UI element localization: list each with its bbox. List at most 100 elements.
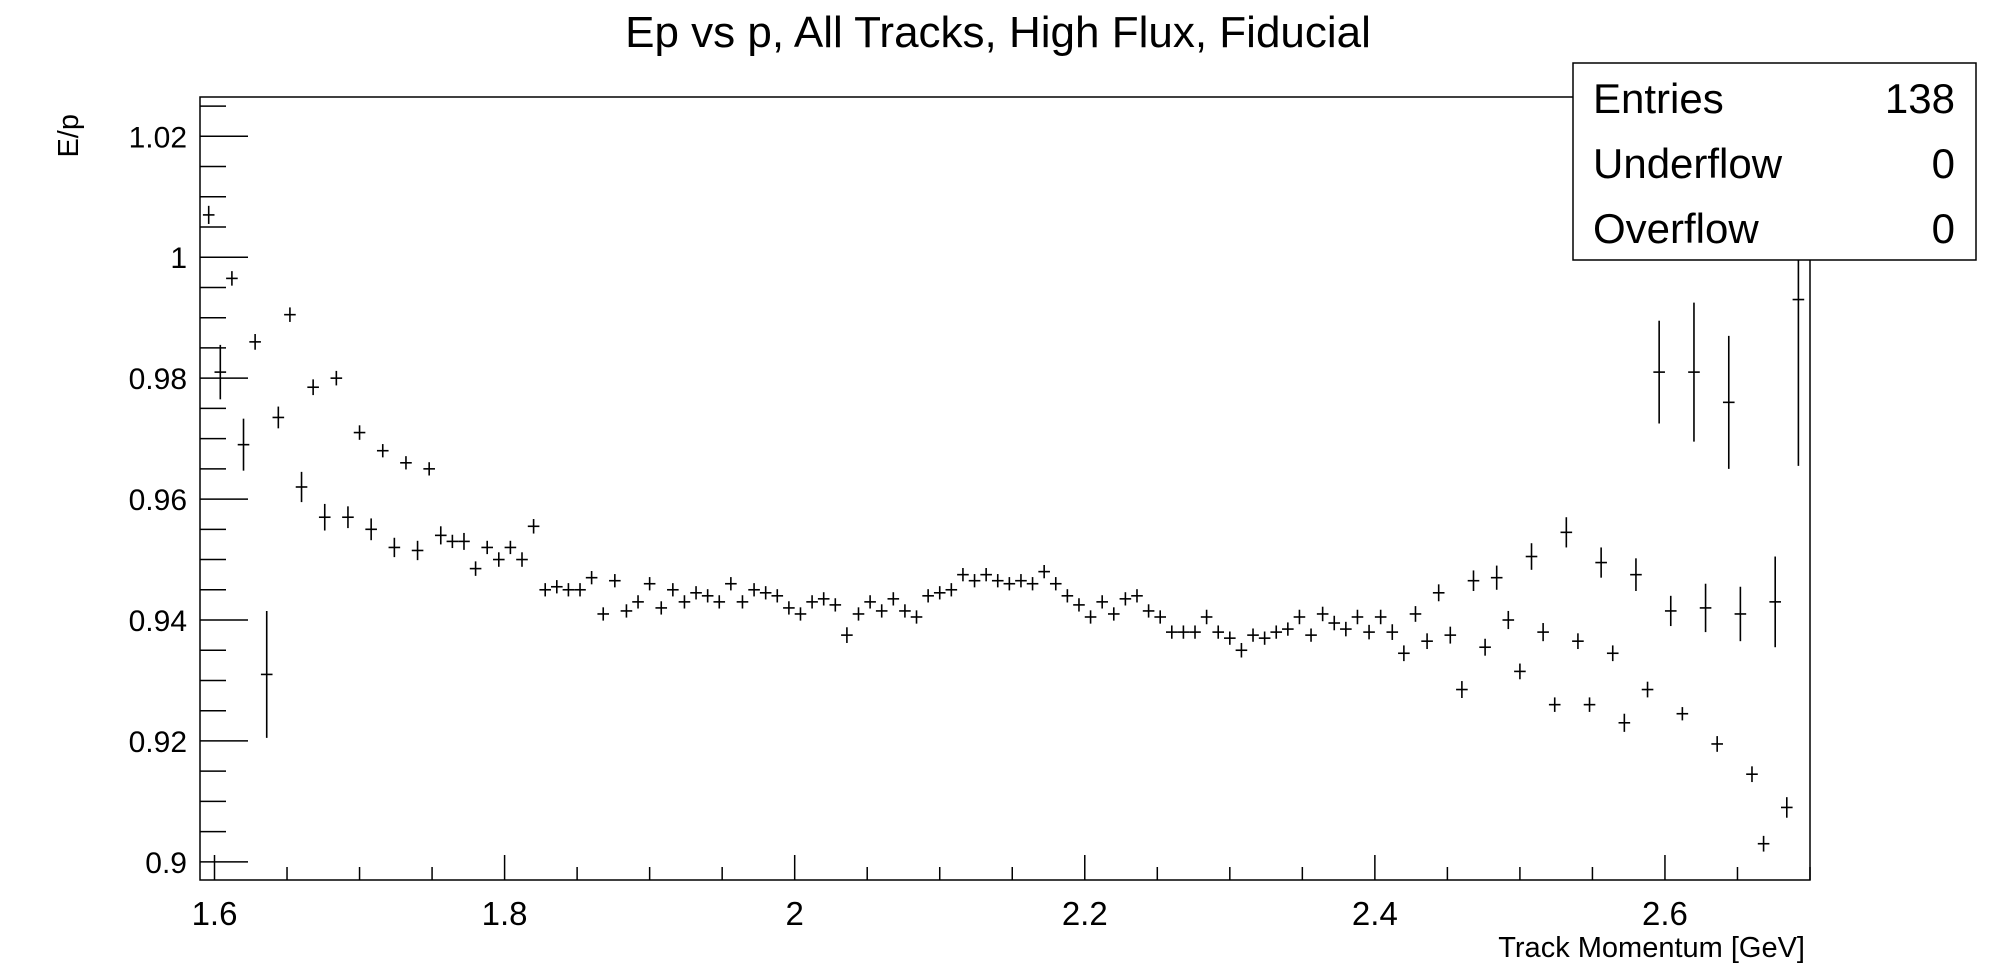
data-point bbox=[783, 601, 795, 615]
data-point bbox=[1340, 621, 1352, 637]
x-tick-label: 2.6 bbox=[1642, 895, 1688, 932]
y-axis: 0.9 0.92 0.94 0.96 0.98 1 1.02 bbox=[129, 105, 248, 880]
x-axis: 1.6 1.8 2 2.2 2.4 2.6 bbox=[192, 855, 1811, 932]
y-tick-label: 1 bbox=[170, 242, 187, 275]
data-point bbox=[864, 595, 876, 609]
data-point bbox=[1641, 681, 1654, 698]
data-point bbox=[817, 592, 830, 606]
data-point bbox=[1630, 558, 1642, 591]
data-point bbox=[1073, 598, 1085, 612]
data-point bbox=[1305, 628, 1317, 642]
stats-overflow-label: Overflow bbox=[1593, 205, 1759, 252]
x-tick-label: 2 bbox=[786, 895, 804, 932]
data-point bbox=[237, 418, 250, 471]
data-point bbox=[1676, 707, 1689, 721]
data-point bbox=[759, 586, 772, 600]
data-point bbox=[330, 370, 343, 386]
data-point bbox=[968, 574, 981, 588]
data-point bbox=[678, 595, 691, 609]
stats-box: Entries 138 Underflow 0 Overflow 0 bbox=[1572, 62, 1977, 261]
data-point bbox=[748, 583, 760, 597]
data-point bbox=[446, 534, 459, 549]
data-point bbox=[249, 334, 261, 350]
data-point bbox=[1456, 681, 1468, 699]
data-point bbox=[1328, 615, 1341, 631]
data-point bbox=[1432, 584, 1445, 602]
data-point bbox=[1177, 625, 1190, 639]
data-point bbox=[1049, 577, 1062, 591]
data-point bbox=[574, 583, 586, 597]
data-point bbox=[794, 607, 807, 621]
data-point bbox=[411, 540, 424, 561]
data-point bbox=[1084, 610, 1097, 624]
data-point bbox=[272, 406, 285, 429]
stats-entries-label: Entries bbox=[1593, 75, 1724, 122]
data-point bbox=[1038, 564, 1050, 579]
data-point bbox=[1200, 609, 1213, 625]
data-point bbox=[1270, 625, 1283, 639]
data-point bbox=[1664, 595, 1677, 627]
data-point bbox=[585, 571, 598, 585]
data-point bbox=[214, 344, 227, 400]
data-point bbox=[1282, 622, 1294, 636]
data-point bbox=[1525, 543, 1538, 570]
data-point bbox=[933, 586, 946, 600]
data-point bbox=[1374, 609, 1387, 625]
data-point bbox=[1189, 625, 1201, 639]
data-point bbox=[1061, 589, 1074, 603]
data-point bbox=[1293, 609, 1306, 625]
x-tick-label: 1.8 bbox=[482, 895, 528, 932]
stats-underflow-label: Underflow bbox=[1593, 140, 1783, 187]
y-tick-label: 0.98 bbox=[129, 363, 187, 396]
data-point bbox=[504, 540, 517, 555]
data-point bbox=[957, 568, 969, 582]
y-tick-label: 0.9 bbox=[145, 847, 187, 880]
data-point bbox=[295, 471, 308, 503]
chart-title: Ep vs p, All Tracks, High Flux, Fiducial bbox=[625, 8, 1371, 57]
data-point bbox=[852, 607, 865, 621]
data-point bbox=[1572, 633, 1584, 650]
data-point bbox=[667, 583, 679, 597]
data-point bbox=[1537, 623, 1549, 642]
data-point bbox=[980, 568, 992, 582]
data-point bbox=[434, 526, 447, 545]
data-point bbox=[910, 610, 923, 624]
data-point bbox=[1131, 589, 1143, 603]
data-series bbox=[202, 133, 1805, 852]
data-point bbox=[1479, 638, 1491, 656]
data-point bbox=[922, 589, 934, 603]
data-point bbox=[284, 307, 296, 322]
data-point bbox=[423, 462, 435, 476]
data-point bbox=[1398, 645, 1410, 662]
data-point bbox=[365, 518, 377, 541]
data-point bbox=[318, 503, 331, 531]
data-point bbox=[1224, 631, 1236, 645]
stats-overflow-value: 0 bbox=[1932, 205, 1955, 252]
data-point bbox=[1490, 565, 1503, 590]
data-point bbox=[1769, 556, 1781, 648]
data-point bbox=[1409, 606, 1422, 622]
data-point bbox=[643, 577, 656, 591]
data-point bbox=[1606, 645, 1619, 662]
x-tick-label: 2.2 bbox=[1062, 895, 1108, 932]
data-point bbox=[1618, 713, 1631, 732]
data-point bbox=[481, 540, 493, 555]
data-point bbox=[875, 604, 888, 618]
y-tick-label: 0.96 bbox=[129, 484, 187, 517]
y-tick-label: 0.92 bbox=[129, 726, 187, 759]
data-point bbox=[1699, 583, 1712, 633]
data-point bbox=[1467, 570, 1480, 591]
data-point bbox=[1780, 797, 1793, 818]
data-point bbox=[1746, 766, 1758, 783]
data-point bbox=[1351, 609, 1364, 625]
data-point bbox=[1212, 625, 1225, 639]
data-point bbox=[307, 379, 319, 396]
data-point bbox=[1583, 697, 1596, 712]
data-point bbox=[226, 271, 238, 286]
data-point bbox=[1316, 606, 1329, 622]
data-point bbox=[202, 205, 215, 224]
data-point bbox=[713, 595, 726, 609]
data-point bbox=[899, 604, 911, 618]
y-tick-label: 1.02 bbox=[129, 121, 187, 154]
